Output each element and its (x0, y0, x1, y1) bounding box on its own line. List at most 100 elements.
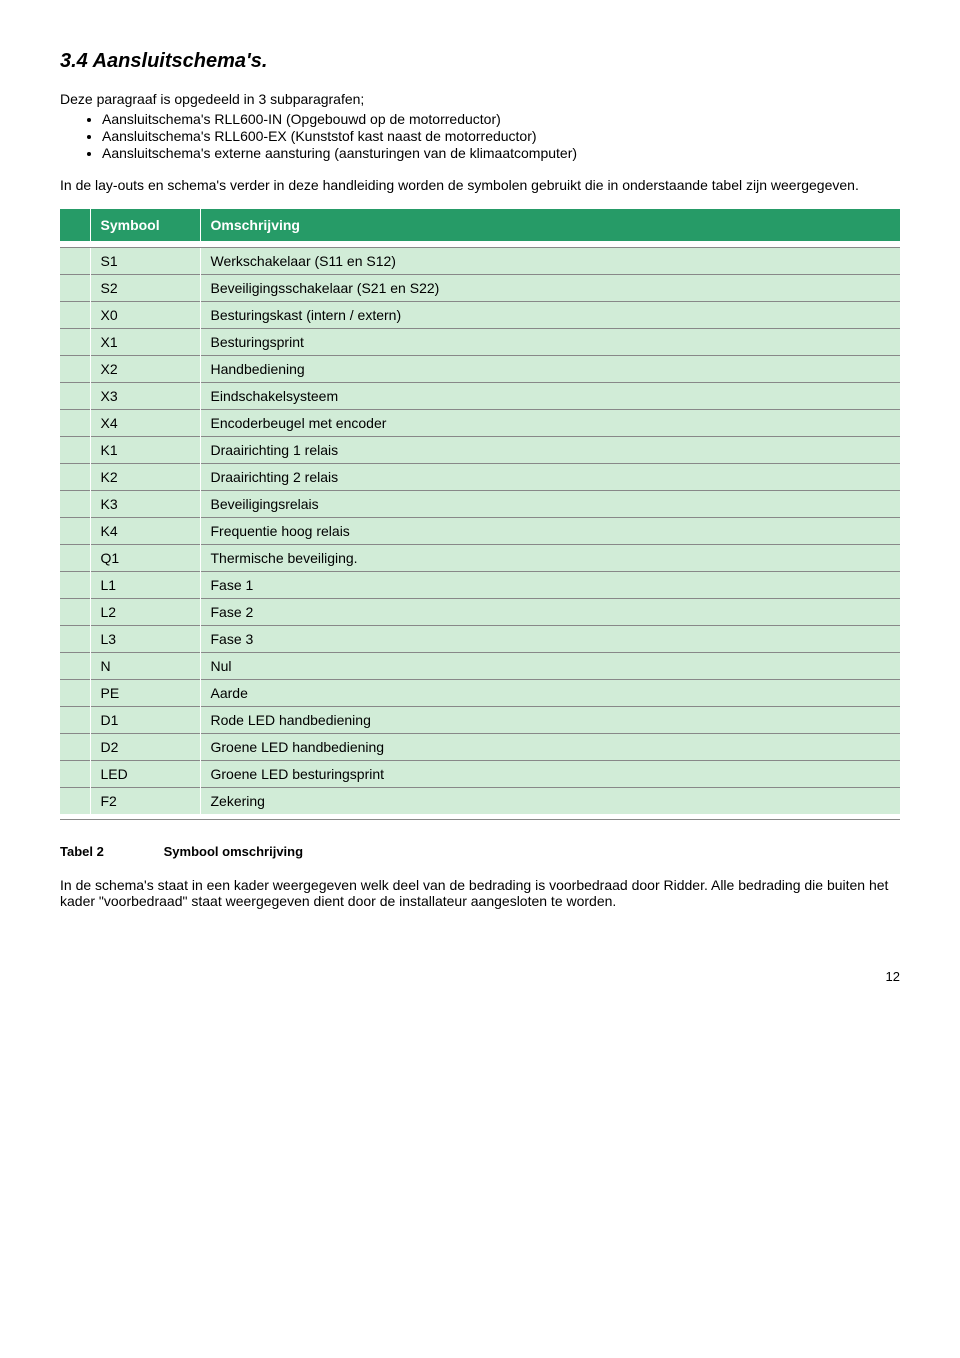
table-cell-omschrijving: Encoderbeugel met encoder (200, 409, 900, 436)
table-row: L3Fase 3 (60, 625, 900, 652)
table-cell-symbool: L2 (90, 598, 200, 625)
table-row: L1Fase 1 (60, 571, 900, 598)
table-cell-omschrijving: Besturingsprint (200, 328, 900, 355)
table-cell-omschrijving: Handbediening (200, 355, 900, 382)
table-cell-blank (60, 787, 90, 814)
table-row: K4Frequentie hoog relais (60, 517, 900, 544)
list-item: Aansluitschema's externe aansturing (aan… (102, 145, 900, 161)
table-cell-omschrijving: Fase 2 (200, 598, 900, 625)
table-row: S1Werkschakelaar (S11 en S12) (60, 247, 900, 274)
table-cell-omschrijving: Groene LED handbediening (200, 733, 900, 760)
table-cell-omschrijving: Nul (200, 652, 900, 679)
table-cell-symbool: K4 (90, 517, 200, 544)
table-cell-symbool: X3 (90, 382, 200, 409)
table-cell-blank (60, 274, 90, 301)
table-cell-omschrijving: Fase 3 (200, 625, 900, 652)
table-cell-blank (60, 436, 90, 463)
table-row: X0Besturingskast (intern / extern) (60, 301, 900, 328)
table-cell-symbool: X0 (90, 301, 200, 328)
table-row: S2Beveiligingsschakelaar (S21 en S22) (60, 274, 900, 301)
table-row: LEDGroene LED besturingsprint (60, 760, 900, 787)
symbol-table: Symbool Omschrijving S1Werkschakelaar (S… (60, 209, 900, 820)
table-row: F2Zekering (60, 787, 900, 814)
table-cell-blank (60, 544, 90, 571)
table-row: K1Draairichting 1 relais (60, 436, 900, 463)
table-caption: Tabel 2 Symbool omschrijving (60, 844, 900, 859)
list-item: Aansluitschema's RLL600-IN (Opgebouwd op… (102, 111, 900, 127)
table-cell-omschrijving: Rode LED handbediening (200, 706, 900, 733)
table-row: K3Beveiligingsrelais (60, 490, 900, 517)
header-omschrijving: Omschrijving (200, 209, 900, 241)
table-cell-omschrijving: Werkschakelaar (S11 en S12) (200, 247, 900, 274)
table-cell-symbool: Q1 (90, 544, 200, 571)
table-cell-blank (60, 328, 90, 355)
table-row: L2Fase 2 (60, 598, 900, 625)
table-cell-omschrijving: Beveiligingsschakelaar (S21 en S22) (200, 274, 900, 301)
table-cell-symbool: S2 (90, 274, 200, 301)
table-cell-omschrijving: Besturingskast (intern / extern) (200, 301, 900, 328)
table-cell-blank (60, 598, 90, 625)
body-paragraph: In de lay-outs en schema's verder in dez… (60, 177, 900, 193)
table-cell-symbool: D1 (90, 706, 200, 733)
table-cell-omschrijving: Beveiligingsrelais (200, 490, 900, 517)
table-cell-symbool: X2 (90, 355, 200, 382)
table-cell-blank (60, 652, 90, 679)
table-cell-symbool: X4 (90, 409, 200, 436)
table-cell-omschrijving: Aarde (200, 679, 900, 706)
table-row: X1Besturingsprint (60, 328, 900, 355)
table-cell-symbool: X1 (90, 328, 200, 355)
table-cell-symbool: K3 (90, 490, 200, 517)
table-cell-blank (60, 625, 90, 652)
table-cell-omschrijving: Frequentie hoog relais (200, 517, 900, 544)
table-row: D1Rode LED handbediening (60, 706, 900, 733)
table-cell-omschrijving: Draairichting 1 relais (200, 436, 900, 463)
table-row: Q1Thermische beveiliging. (60, 544, 900, 571)
table-row: NNul (60, 652, 900, 679)
table-row: X2Handbediening (60, 355, 900, 382)
table-cell-omschrijving: Fase 1 (200, 571, 900, 598)
table-cell-blank (60, 706, 90, 733)
table-cell-omschrijving: Thermische beveiliging. (200, 544, 900, 571)
caption-label: Tabel 2 (60, 844, 160, 859)
table-cell-omschrijving: Eindschakelsysteem (200, 382, 900, 409)
table-cell-blank (60, 571, 90, 598)
table-cell-blank (60, 760, 90, 787)
table-cell-symbool: K2 (90, 463, 200, 490)
table-header-row: Symbool Omschrijving (60, 209, 900, 241)
table-cell-symbool: PE (90, 679, 200, 706)
table-cell-blank (60, 517, 90, 544)
table-cell-symbool: K1 (90, 436, 200, 463)
caption-text: Symbool omschrijving (164, 844, 303, 859)
table-row: D2Groene LED handbediening (60, 733, 900, 760)
table-cell-blank (60, 301, 90, 328)
table-cell-symbool: F2 (90, 787, 200, 814)
table-cell-blank (60, 382, 90, 409)
table-cell-symbool: LED (90, 760, 200, 787)
table-row: PEAarde (60, 679, 900, 706)
page-number: 12 (60, 969, 900, 984)
table-cell-blank (60, 355, 90, 382)
table-spacer-row (60, 814, 900, 820)
table-cell-blank (60, 247, 90, 274)
table-cell-symbool: L1 (90, 571, 200, 598)
footer-paragraph: In de schema's staat in een kader weerge… (60, 877, 900, 909)
table-cell-symbool: L3 (90, 625, 200, 652)
table-row: X3Eindschakelsysteem (60, 382, 900, 409)
table-cell-symbool: S1 (90, 247, 200, 274)
table-row: K2Draairichting 2 relais (60, 463, 900, 490)
intro-paragraph: Deze paragraaf is opgedeeld in 3 subpara… (60, 91, 900, 107)
table-cell-blank (60, 409, 90, 436)
list-item: Aansluitschema's RLL600-EX (Kunststof ka… (102, 128, 900, 144)
table-cell-blank (60, 490, 90, 517)
section-heading: 3.4 Aansluitschema's. (60, 50, 900, 73)
table-cell-omschrijving: Zekering (200, 787, 900, 814)
table-cell-symbool: D2 (90, 733, 200, 760)
table-cell-blank (60, 733, 90, 760)
table-cell-omschrijving: Draairichting 2 relais (200, 463, 900, 490)
table-cell-blank (60, 679, 90, 706)
table-cell-symbool: N (90, 652, 200, 679)
table-row: X4Encoderbeugel met encoder (60, 409, 900, 436)
table-cell-omschrijving: Groene LED besturingsprint (200, 760, 900, 787)
bullet-list: Aansluitschema's RLL600-IN (Opgebouwd op… (60, 111, 900, 161)
table-cell-blank (60, 463, 90, 490)
